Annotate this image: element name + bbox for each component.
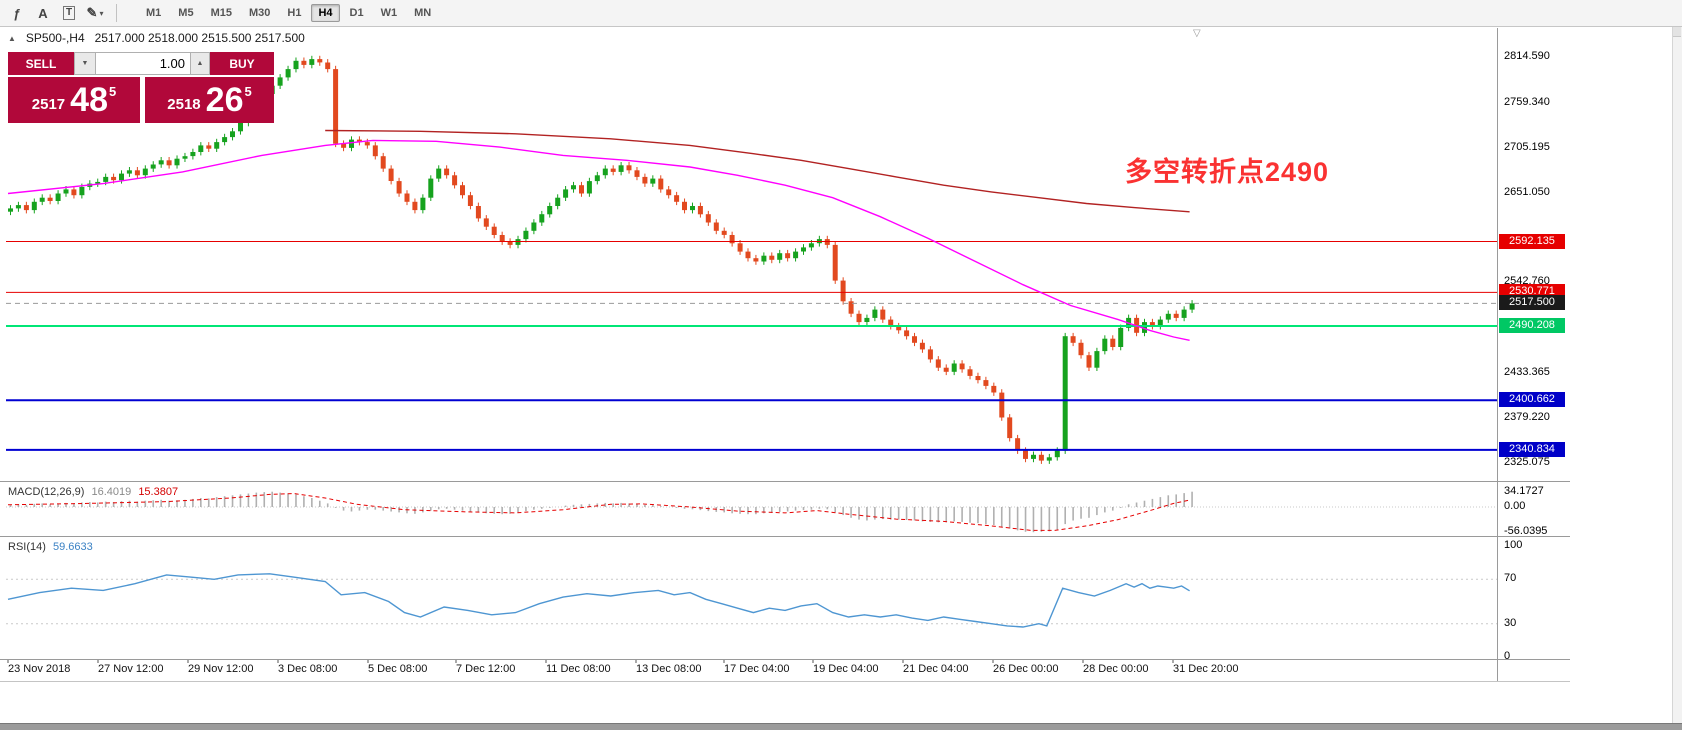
text-tool-button[interactable]: T — [56, 1, 82, 25]
macd-value-main: 16.4019 — [91, 486, 132, 498]
chart-shift-marker[interactable]: ▽ — [1193, 28, 1201, 39]
timeframe-button-m30[interactable]: M30 — [248, 7, 271, 19]
one-click-trading-panel: SELL ▼ ▲ BUY 2517 48 5 2518 26 5 — [8, 52, 274, 123]
toolbar-separator — [116, 4, 117, 22]
label-tool-icon: A — [38, 5, 48, 21]
rsi-value: 59.6633 — [52, 541, 93, 553]
indicators-icon: ƒ — [13, 5, 21, 21]
time-axis-label: 27 Nov 12:00 — [98, 663, 164, 675]
symbol-label: SP500-,H4 — [25, 31, 85, 45]
draw-tools-icon: ✎ — [86, 5, 98, 20]
label-tool-button[interactable]: A — [30, 1, 56, 25]
time-axis-label: 31 Dec 20:00 — [1173, 663, 1239, 675]
window-bottom-edge — [0, 723, 1682, 730]
timeframe-button-m15[interactable]: M15 — [210, 7, 232, 19]
timeframe-button-m1[interactable]: M1 — [146, 7, 162, 19]
time-axis-label: 3 Dec 08:00 — [278, 663, 338, 675]
sell-price-pip: 5 — [108, 84, 117, 99]
chart-icon: ▲ — [8, 33, 16, 43]
buy-price-big: 26 — [205, 81, 244, 119]
timeframe-button-d1[interactable]: D1 — [349, 7, 364, 19]
buy-price-prefix: 2518 — [167, 95, 201, 113]
macd-axis-label: 34.1727 — [1504, 484, 1544, 497]
buy-price-display[interactable]: 2518 26 5 — [145, 77, 274, 123]
text-tool-icon: T — [62, 6, 76, 20]
draw-tools-button[interactable]: ✎ ▾ — [82, 1, 108, 25]
price-axis-label: 2814.590 — [1504, 50, 1550, 62]
macd-axis-label: -56.0395 — [1504, 525, 1548, 538]
chart-window-bottom-border — [0, 681, 1570, 682]
time-axis-label: 28 Dec 00:00 — [1083, 663, 1149, 675]
timeframe-button-h1[interactable]: H1 — [287, 7, 302, 19]
time-axis-label: 23 Nov 2018 — [8, 663, 71, 675]
price-axis-label: 2325.075 — [1504, 456, 1550, 468]
price-badge: 2340.834 — [1499, 441, 1565, 457]
timeframe-button-h4[interactable]: H4 — [311, 4, 340, 22]
price-axis-label: 2759.340 — [1504, 95, 1550, 108]
chevron-up-icon: ▲ — [196, 60, 204, 67]
timeframe-group: M1 M5 M15 M30 H1 H4 D1 W1 MN — [139, 4, 438, 22]
ohlc-values: 2517.000 2518.000 2515.500 2517.500 — [94, 31, 305, 45]
macd-axis-label: 0.00 — [1504, 500, 1526, 512]
price-axis-label: 2705.195 — [1504, 140, 1550, 153]
price-badge: 2490.208 — [1499, 318, 1565, 334]
buy-button[interactable]: BUY — [210, 52, 274, 75]
sell-price-prefix: 2517 — [31, 95, 66, 113]
rsi-axis-label: 70 — [1504, 572, 1517, 585]
buy-price-pip: 5 — [244, 84, 252, 99]
time-axis-label: 5 Dec 08:00 — [368, 663, 428, 675]
sell-price-big: 48 — [70, 81, 108, 119]
price-badge: 2400.662 — [1499, 392, 1565, 408]
rsi-axis-label: 0 — [1504, 650, 1511, 662]
time-axis-label: 29 Nov 12:00 — [188, 663, 254, 675]
price-axis-label: 2651.050 — [1504, 185, 1550, 198]
sell-button[interactable]: SELL — [8, 52, 74, 75]
time-axis-label: 19 Dec 04:00 — [813, 663, 879, 675]
macd-panel-divider[interactable] — [0, 481, 1570, 482]
rsi-panel-label: RSI(14) 59.6633 — [8, 541, 93, 553]
timeframe-button-w1[interactable]: W1 — [380, 7, 398, 19]
volume-dropdown-button[interactable]: ▼ — [74, 52, 96, 75]
chart-header: ▲ SP500-,H4 2517.000 2518.000 2515.500 2… — [8, 31, 305, 45]
time-axis-label: 11 Dec 08:00 — [546, 663, 611, 675]
indicators-button[interactable]: ƒ — [4, 1, 30, 25]
time-axis-label: 13 Dec 08:00 — [636, 663, 702, 675]
time-axis-divider — [0, 659, 1570, 660]
price-axis-divider — [1497, 28, 1498, 681]
chevron-down-icon: ▾ — [99, 8, 104, 18]
price-badge: 2592.135 — [1499, 233, 1565, 249]
vertical-scrollbar[interactable] — [1672, 27, 1682, 723]
price-chart-svg[interactable] — [0, 0, 1497, 682]
time-axis-label: 26 Dec 00:00 — [993, 663, 1059, 675]
time-axis-label: 21 Dec 04:00 — [903, 663, 969, 675]
price-axis-label: 2379.220 — [1504, 411, 1550, 424]
timeframe-button-mn[interactable]: MN — [414, 7, 432, 19]
rsi-axis-label: 100 — [1504, 539, 1523, 551]
volume-input[interactable] — [96, 52, 190, 75]
macd-name: MACD(12,26,9) — [8, 486, 85, 498]
price-badge: 2517.500 — [1499, 295, 1565, 311]
macd-value-signal: 15.3807 — [138, 486, 179, 498]
scrollbar-up-button[interactable] — [1673, 27, 1681, 37]
macd-panel-label: MACD(12,26,9) 16.4019 15.3807 — [8, 486, 178, 498]
time-axis-label: 17 Dec 04:00 — [724, 663, 790, 675]
price-axis-label: 2433.365 — [1504, 366, 1550, 379]
rsi-panel-divider[interactable] — [0, 536, 1570, 537]
rsi-axis-label: 30 — [1504, 616, 1517, 629]
time-axis-label: 7 Dec 12:00 — [456, 663, 516, 675]
chart-annotation: 多空转折点2490 — [1125, 157, 1330, 187]
toolbar: ƒ A T ✎ ▾ M1 M5 M15 M30 H1 H4 D1 W1 MN — [0, 0, 1682, 27]
volume-up-button[interactable]: ▲ — [190, 52, 210, 75]
chevron-down-icon: ▼ — [81, 60, 89, 67]
rsi-name: RSI(14) — [8, 541, 46, 553]
timeframe-button-m5[interactable]: M5 — [178, 7, 194, 19]
sell-price-display[interactable]: 2517 48 5 — [8, 77, 140, 123]
